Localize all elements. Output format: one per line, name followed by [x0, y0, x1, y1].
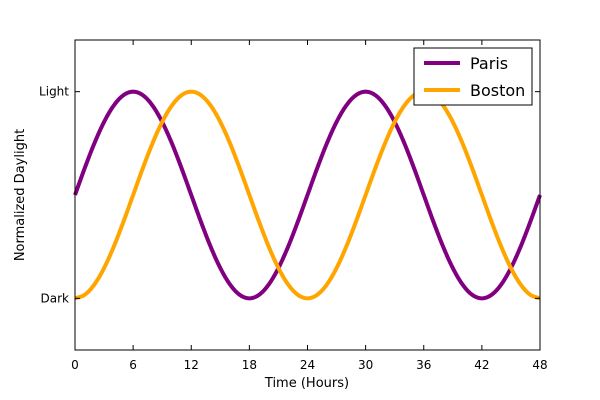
y-tick-label-light: Light — [39, 85, 69, 99]
x-tick-label-18: 18 — [242, 358, 257, 372]
x-tick-label-42: 42 — [474, 358, 489, 372]
plot-frame — [74, 39, 541, 351]
x-tick-label-12: 12 — [184, 358, 199, 372]
legend-label-boston: Boston — [470, 81, 525, 100]
x-axis-label: Time (Hours) — [264, 376, 349, 391]
ticks-layer: 0 6 12 18 24 30 36 42 48 Light Dark — [39, 40, 548, 372]
legend-label-paris: Paris — [470, 54, 508, 73]
y-axis-label: Normalized Daylight — [13, 129, 28, 261]
series-layer — [73, 89, 542, 301]
x-tick-label-6: 6 — [129, 358, 137, 372]
x-tick-label-36: 36 — [416, 358, 431, 372]
legend: Paris Boston — [413, 47, 533, 106]
x-tick-label-30: 30 — [358, 358, 373, 372]
series-line-boston — [73, 89, 542, 301]
x-tick-label-48: 48 — [532, 358, 547, 372]
y-tick-label-dark: Dark — [41, 291, 70, 305]
legend-box — [413, 47, 533, 106]
series-line-paris — [73, 89, 542, 301]
x-tick-label-0: 0 — [71, 358, 79, 372]
x-tick-label-24: 24 — [300, 358, 315, 372]
